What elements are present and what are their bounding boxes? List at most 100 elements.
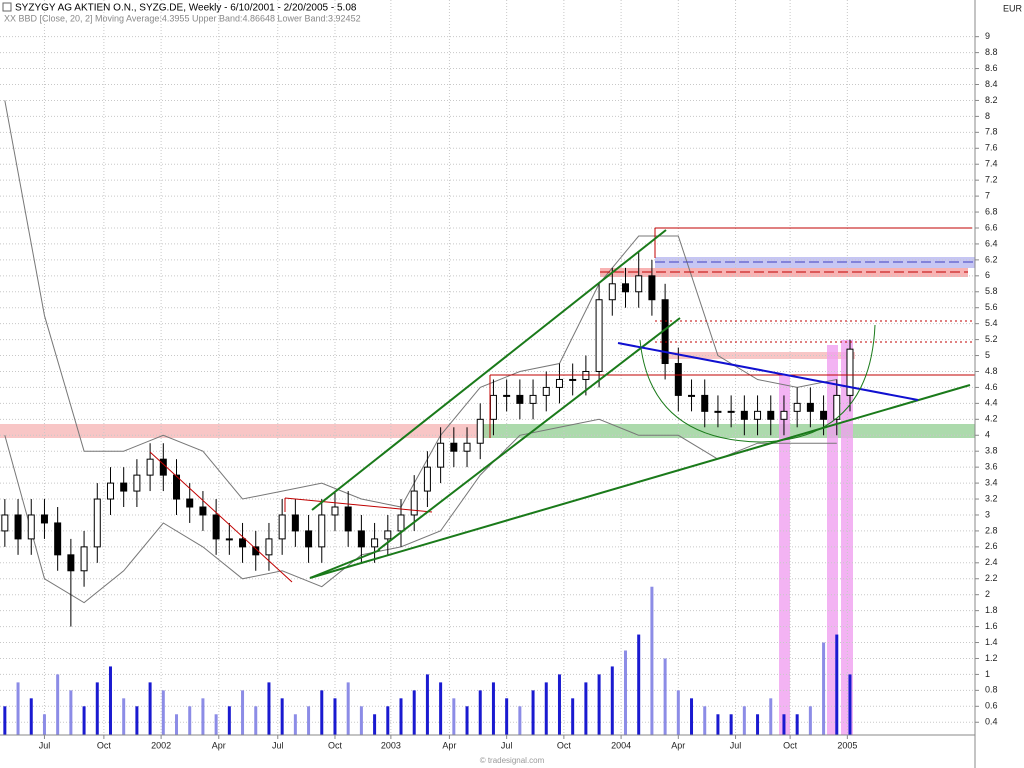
x-tick-label: 2003 bbox=[381, 740, 401, 750]
y-tick-label: 4.4 bbox=[985, 398, 998, 408]
candle-body bbox=[67, 554, 75, 572]
volume-bar bbox=[175, 714, 179, 735]
x-tick-label: 2002 bbox=[151, 740, 171, 750]
candle-body bbox=[595, 299, 603, 372]
y-tick-label: 2 bbox=[985, 589, 990, 599]
candle-body bbox=[437, 442, 445, 468]
y-tick-label: 2.6 bbox=[985, 541, 998, 551]
y-tick-label: 1.2 bbox=[985, 653, 998, 663]
y-tick-label: 0.6 bbox=[985, 701, 998, 711]
volume-bar bbox=[214, 714, 218, 735]
candle-body bbox=[173, 474, 181, 500]
volume-bar bbox=[412, 690, 416, 735]
candle-body bbox=[423, 466, 431, 492]
volume-bar bbox=[584, 682, 588, 735]
candle-body bbox=[291, 514, 299, 532]
volume-bar bbox=[690, 698, 694, 735]
candle-body bbox=[621, 283, 629, 293]
volume-bar bbox=[610, 666, 614, 735]
candle-body bbox=[820, 410, 828, 420]
y-tick-label: 7.8 bbox=[985, 127, 998, 137]
candle-body bbox=[740, 410, 748, 420]
candle-body bbox=[397, 514, 405, 532]
y-tick-label: 9 bbox=[985, 31, 990, 41]
volume-bar bbox=[108, 666, 112, 735]
volume-bar bbox=[716, 714, 720, 735]
candle-body bbox=[608, 283, 616, 301]
volume-bar bbox=[333, 698, 337, 735]
highlight-bar bbox=[779, 375, 790, 735]
candle-body bbox=[555, 378, 563, 388]
resistance-zone bbox=[0, 424, 490, 438]
x-tick-label: 2004 bbox=[611, 740, 631, 750]
candle-body bbox=[106, 482, 114, 500]
y-tick-label: 6.6 bbox=[985, 222, 998, 232]
candle-body bbox=[489, 394, 497, 420]
candle-body bbox=[80, 546, 88, 572]
bollinger-bands bbox=[4, 100, 837, 604]
candle-body bbox=[793, 402, 801, 412]
y-tick-label: 7.4 bbox=[985, 159, 998, 169]
pink-zone bbox=[660, 352, 855, 359]
y-tick-label: 4 bbox=[985, 430, 990, 440]
y-tick-label: 1.4 bbox=[985, 637, 998, 647]
channel-line bbox=[311, 229, 667, 511]
y-tick-label: 4.6 bbox=[985, 382, 998, 392]
candle-body bbox=[305, 530, 313, 548]
candle-body bbox=[529, 394, 537, 404]
candle-body bbox=[371, 538, 379, 548]
candle-body bbox=[410, 490, 418, 516]
rounding-bottom bbox=[639, 324, 876, 443]
volume-bar bbox=[676, 690, 680, 735]
x-tick-label: Jul bbox=[272, 740, 284, 750]
y-tick-label: 0.4 bbox=[985, 717, 998, 727]
volume-bar bbox=[29, 698, 33, 735]
y-tick-label: 6.8 bbox=[985, 206, 998, 216]
candle-body bbox=[199, 506, 207, 516]
band-line bbox=[4, 418, 837, 604]
volume-bar bbox=[571, 698, 575, 735]
candle-body bbox=[252, 546, 260, 556]
volume-bar bbox=[254, 706, 258, 735]
candle-body bbox=[27, 514, 35, 540]
y-tick-label: 5.6 bbox=[985, 302, 998, 312]
volume-bar bbox=[201, 698, 205, 735]
support-zone bbox=[480, 424, 975, 438]
chart-title: SYZYGY AG AKTIEN O.N., SYZG.DE, Weekly -… bbox=[15, 3, 357, 14]
volume-bar bbox=[465, 706, 469, 735]
candle-body bbox=[754, 410, 762, 420]
y-tick-label: 3.4 bbox=[985, 477, 998, 487]
trend-line bbox=[284, 497, 433, 513]
x-tick-label: Oct bbox=[557, 740, 572, 750]
volume-bar bbox=[320, 690, 324, 735]
volume-bar bbox=[425, 674, 429, 735]
x-tick-label: Apr bbox=[212, 740, 226, 750]
x-tick-label: Oct bbox=[783, 740, 798, 750]
y-tick-label: 8 bbox=[985, 111, 990, 121]
grid bbox=[0, 0, 975, 735]
volume-bar bbox=[756, 714, 760, 735]
y-tick-label: 3 bbox=[985, 509, 990, 519]
candle-body bbox=[120, 482, 128, 492]
candle-body bbox=[357, 530, 365, 548]
candle-body bbox=[503, 394, 511, 397]
watermark: © tradesignal.com bbox=[480, 756, 545, 765]
volume-bar bbox=[835, 634, 839, 735]
y-tick-label: 6.2 bbox=[985, 254, 998, 264]
volume-bar bbox=[82, 706, 86, 735]
volume-bar bbox=[359, 706, 363, 735]
channel-line bbox=[377, 317, 681, 551]
candle-body bbox=[806, 402, 814, 412]
y-tick-label: 5.8 bbox=[985, 286, 998, 296]
candle-body bbox=[14, 514, 22, 540]
candle-body bbox=[186, 498, 194, 508]
candle-body bbox=[780, 410, 788, 420]
candle-body bbox=[331, 506, 339, 516]
volume-bar bbox=[557, 674, 561, 735]
y-tick-label: 5.4 bbox=[985, 318, 998, 328]
volume-bar bbox=[808, 706, 812, 735]
candle-body bbox=[688, 394, 696, 397]
y-tick-label: 7 bbox=[985, 190, 990, 200]
